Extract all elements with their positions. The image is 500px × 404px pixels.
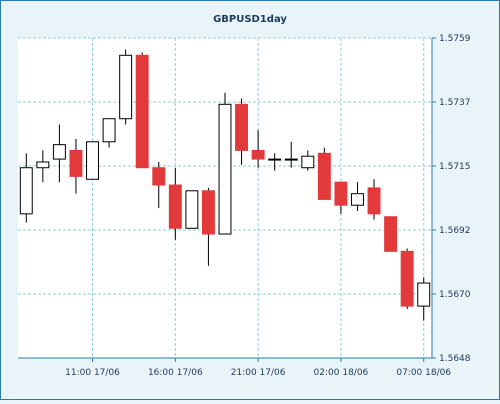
candle-body-down — [135, 54, 149, 169]
chart-title: GBPUSD1day — [213, 14, 287, 25]
candle-body-down — [384, 216, 398, 252]
candle-body-up — [301, 155, 315, 169]
y-tick-label: 1.5759 — [439, 34, 471, 44]
x-tick-label: 21:00 17/06 — [231, 368, 286, 378]
y-tick-label: 1.5692 — [439, 226, 471, 236]
candle-body-down — [168, 184, 182, 229]
y-tick-label: 1.5670 — [439, 290, 471, 300]
candle-body-up — [268, 158, 282, 161]
candle-body-up — [19, 167, 33, 215]
candle-body-up — [36, 161, 50, 169]
x-tick-label: 07:00 18/06 — [396, 368, 451, 378]
candle-body-down — [251, 149, 265, 160]
candle-body-up — [86, 141, 99, 180]
x-tick-label: 02:00 18/06 — [314, 368, 369, 378]
y-tick-label: 1.5737 — [439, 98, 471, 108]
candle-body-up — [351, 193, 364, 206]
y-tick-label: 1.5715 — [439, 162, 471, 172]
candle-body-up — [417, 282, 431, 307]
x-tick-label: 16:00 17/06 — [148, 368, 203, 378]
candle-body-down — [400, 250, 414, 307]
x-tick-label: 11:00 17/06 — [65, 368, 120, 378]
candle-body-up — [218, 103, 232, 235]
candle-body-up — [52, 144, 66, 160]
candle-body-down — [152, 167, 166, 186]
candle-body-up — [119, 54, 133, 120]
candle-body-down — [69, 149, 83, 177]
candle-body-down — [201, 190, 215, 235]
candle-body-down — [317, 152, 331, 200]
candle-body-down — [334, 181, 348, 206]
candle-body-up — [185, 190, 199, 229]
y-tick-label: 1.5648 — [439, 354, 471, 364]
candle-body-up — [102, 118, 116, 143]
candle-body-down — [367, 187, 381, 215]
candle-body-up — [284, 158, 298, 161]
candle-body-down — [235, 103, 249, 151]
